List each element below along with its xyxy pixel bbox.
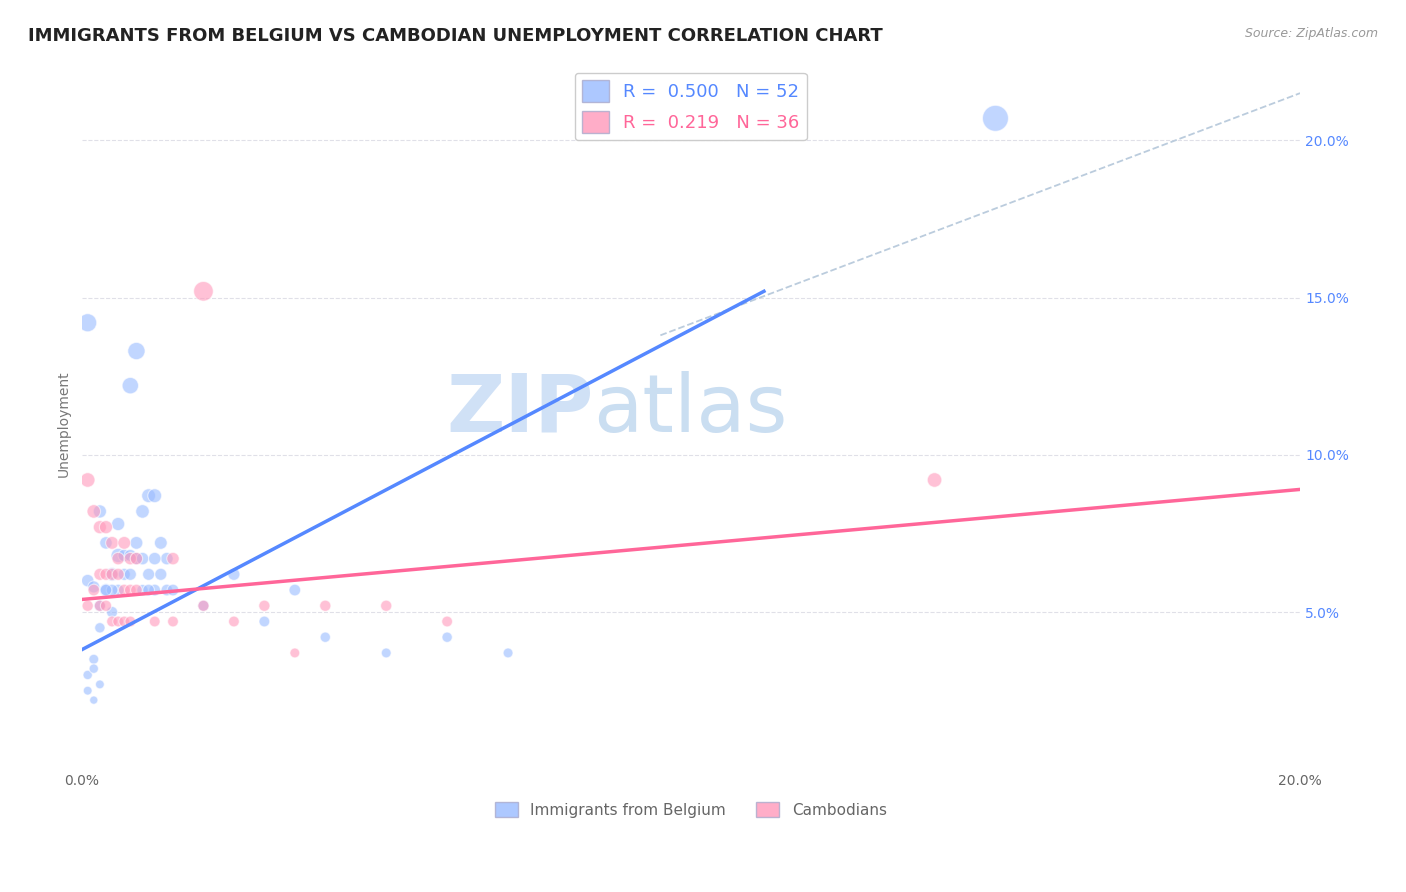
Point [436, 615, 458, 629]
Point [156, 551, 179, 566]
Point [120, 567, 142, 582]
Point [143, 489, 166, 503]
Point [125, 536, 148, 550]
Point [162, 582, 184, 597]
Text: IMMIGRANTS FROM BELGIUM VS CAMBODIAN UNEMPLOYMENT CORRELATION CHART: IMMIGRANTS FROM BELGIUM VS CAMBODIAN UNE… [28, 27, 883, 45]
Point [284, 646, 307, 660]
Text: Source: ZipAtlas.com: Source: ZipAtlas.com [1244, 27, 1378, 40]
Point [138, 582, 160, 597]
Point [143, 582, 166, 597]
Point [125, 551, 148, 566]
Text: atlas: atlas [593, 370, 787, 449]
Point [83, 582, 105, 597]
Point [83, 504, 105, 518]
Point [101, 567, 124, 582]
Legend: Immigrants from Belgium, Cambodians: Immigrants from Belgium, Cambodians [489, 796, 893, 824]
Point [193, 285, 215, 299]
Point [125, 551, 148, 566]
Point [120, 549, 142, 563]
Point [120, 551, 142, 566]
Point [89, 599, 111, 613]
Point [314, 599, 336, 613]
Point [496, 646, 519, 660]
Point [984, 112, 1007, 126]
Point [222, 567, 245, 582]
Point [149, 567, 172, 582]
Point [107, 582, 129, 597]
Point [94, 599, 117, 613]
Point [101, 615, 124, 629]
Point [107, 615, 129, 629]
Point [143, 615, 166, 629]
Point [131, 551, 153, 566]
Point [89, 504, 111, 518]
Y-axis label: Unemployment: Unemployment [58, 370, 72, 476]
Point [156, 582, 179, 597]
Point [253, 615, 276, 629]
Point [112, 536, 135, 550]
Point [76, 473, 98, 487]
Point [143, 551, 166, 566]
Point [253, 599, 276, 613]
Point [375, 646, 398, 660]
Point [125, 344, 148, 359]
Point [924, 473, 946, 487]
Point [149, 536, 172, 550]
Point [89, 520, 111, 534]
Point [138, 489, 160, 503]
Point [138, 567, 160, 582]
Point [112, 549, 135, 563]
Point [107, 549, 129, 563]
Point [89, 621, 111, 635]
Point [101, 582, 124, 597]
Point [120, 582, 142, 597]
Point [120, 615, 142, 629]
Point [101, 536, 124, 550]
Point [193, 599, 215, 613]
Point [83, 662, 105, 676]
Point [94, 567, 117, 582]
Point [112, 615, 135, 629]
Point [76, 574, 98, 588]
Point [375, 599, 398, 613]
Point [107, 567, 129, 582]
Point [436, 630, 458, 644]
Point [112, 582, 135, 597]
Point [162, 615, 184, 629]
Point [83, 693, 105, 707]
Point [101, 567, 124, 582]
Point [83, 580, 105, 594]
Point [112, 567, 135, 582]
Point [94, 582, 117, 597]
Point [89, 567, 111, 582]
Point [76, 683, 98, 698]
Point [222, 615, 245, 629]
Point [314, 630, 336, 644]
Point [94, 582, 117, 597]
Point [131, 504, 153, 518]
Point [94, 520, 117, 534]
Point [193, 599, 215, 613]
Point [162, 551, 184, 566]
Point [76, 668, 98, 682]
Point [107, 551, 129, 566]
Point [76, 599, 98, 613]
Point [76, 316, 98, 330]
Point [284, 582, 307, 597]
Point [89, 677, 111, 691]
Point [83, 652, 105, 666]
Point [89, 599, 111, 613]
Point [125, 582, 148, 597]
Point [120, 378, 142, 392]
Text: ZIP: ZIP [446, 370, 593, 449]
Point [101, 605, 124, 619]
Point [131, 582, 153, 597]
Point [107, 516, 129, 531]
Point [94, 536, 117, 550]
